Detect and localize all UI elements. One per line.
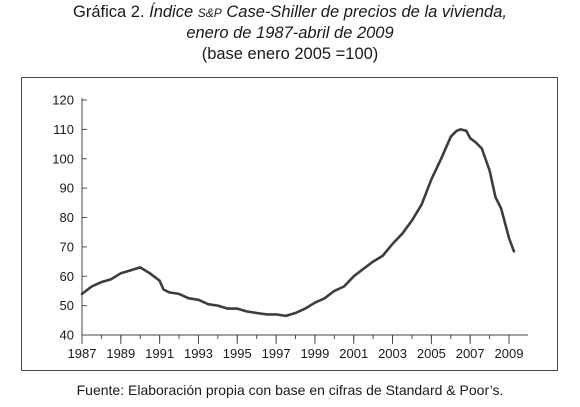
x-tick-label: 1987 [68, 346, 97, 361]
y-tick-label: 70 [60, 239, 74, 254]
y-tick-label: 100 [52, 151, 74, 166]
x-tick-label: 1995 [223, 346, 252, 361]
x-tick-label: 1999 [300, 346, 329, 361]
y-tick-label: 60 [60, 269, 74, 284]
x-tick-label: 1991 [145, 346, 174, 361]
chart-title-index: Índice [149, 3, 198, 21]
chart-frame [21, 77, 558, 371]
y-tick-label: 90 [60, 181, 74, 196]
chart-title-line1: Gráfica 2. Índice S&P Case-Shiller de pr… [0, 2, 580, 24]
chart-title-rest: Case-Shiller de precios de la vivienda, [221, 3, 507, 21]
x-tick-label: 1989 [106, 346, 135, 361]
x-tick-label: 2003 [378, 346, 407, 361]
chart-title-prefix: Gráfica 2. [73, 3, 150, 21]
x-tick-label: 2005 [417, 346, 446, 361]
x-tick-label: 2001 [339, 346, 368, 361]
chart-subtitle: (base enero 2005 =100) [201, 45, 379, 63]
y-tick-label: 50 [60, 298, 74, 313]
chart-source: Fuente: Elaboración propia con base en c… [76, 382, 504, 398]
x-tick-label: 1997 [262, 346, 291, 361]
y-tick-label: 80 [60, 210, 74, 225]
y-tick-label: 110 [53, 122, 74, 137]
chart-title-line2: enero de 1987-abril de 2009 [186, 24, 394, 42]
y-tick-label: 40 [60, 328, 74, 343]
series-line [80, 128, 516, 318]
y-tick-label: 120 [52, 93, 74, 108]
x-tick-label: 1993 [184, 346, 213, 361]
x-tick-label: 2007 [456, 346, 485, 361]
x-tick-label: 2009 [495, 346, 524, 361]
chart-title-sp: S&P [197, 6, 222, 20]
